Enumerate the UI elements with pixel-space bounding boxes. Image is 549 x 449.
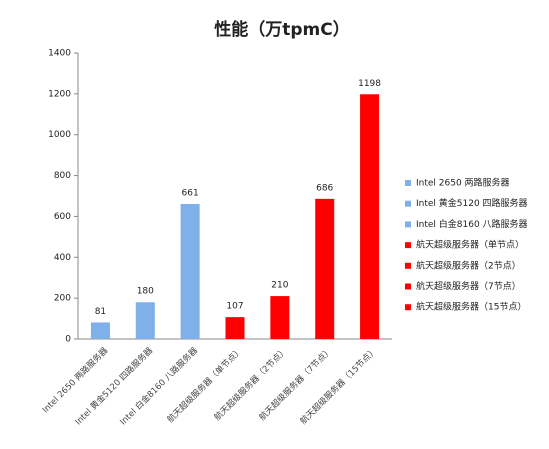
- legend-swatch: [405, 304, 411, 311]
- bar: [90, 322, 110, 339]
- value-label: 1198: [358, 79, 381, 89]
- legend-label: 航天超级服务器（2节点）: [416, 259, 521, 271]
- legend-label: Intel 2650 两路服务器: [416, 177, 510, 189]
- value-label: 107: [226, 302, 243, 312]
- value-label: 180: [137, 287, 154, 297]
- y-tick-label: 1400: [48, 49, 71, 59]
- bar: [225, 317, 245, 339]
- bar: [360, 94, 380, 339]
- y-tick-label: 800: [54, 171, 71, 181]
- value-label: 686: [316, 183, 333, 193]
- y-tick-label: 400: [54, 253, 71, 263]
- x-tick-label: 航天超级服务器（15节点）: [298, 345, 380, 427]
- y-tick-label: 0: [65, 335, 71, 345]
- legend-label: Intel 白金8160 八路服务器: [416, 218, 528, 230]
- chart-title: 性能（万tpmC）: [214, 19, 350, 40]
- legend-swatch: [405, 242, 411, 249]
- y-tick-label: 1200: [48, 89, 71, 99]
- y-tick-label: 200: [54, 294, 71, 304]
- x-tick-label: Intel 黄金5120 四路服务器: [73, 345, 156, 428]
- value-label: 210: [271, 281, 288, 291]
- value-label: 81: [95, 307, 106, 317]
- bar: [135, 302, 155, 339]
- x-tick-label: Intel 白金8160 八路服务器: [118, 345, 201, 428]
- y-tick-label: 600: [54, 212, 71, 222]
- bar: [180, 203, 200, 339]
- bar: [315, 198, 335, 339]
- y-tick-label: 1000: [48, 130, 71, 140]
- legend-swatch: [405, 180, 411, 186]
- legend-swatch: [405, 200, 411, 207]
- x-tick-label: 航天超级服务器（单节点）: [165, 345, 245, 425]
- legend-swatch: [405, 221, 411, 228]
- x-tick-label: 航天超级服务器（7节点）: [257, 345, 335, 423]
- legend-swatch: [405, 283, 411, 290]
- legend-swatch: [405, 262, 411, 269]
- x-tick-label: 航天超级服务器（2节点）: [212, 345, 290, 423]
- legend-label: 航天超级服务器（7节点）: [416, 280, 521, 292]
- legend-label: 航天超级服务器（15节点）: [416, 301, 526, 313]
- legend-label: 航天超级服务器（单节点）: [416, 239, 524, 251]
- legend-label: Intel 黄金5120 四路服务器: [416, 197, 528, 209]
- value-label: 661: [182, 188, 199, 198]
- bar: [270, 296, 290, 339]
